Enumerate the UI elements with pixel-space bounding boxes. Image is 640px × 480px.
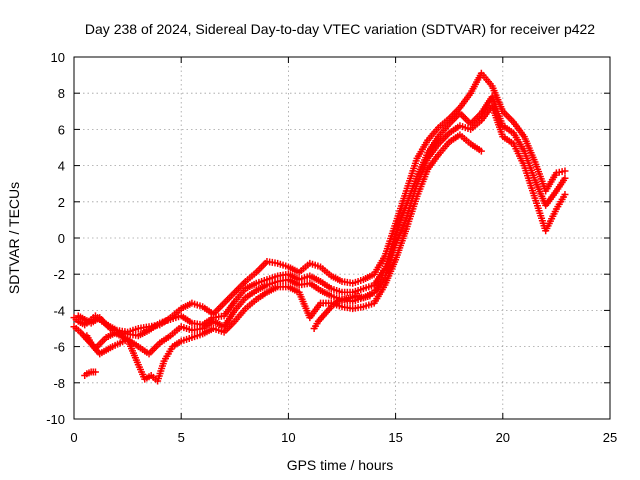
series-track-d	[83, 131, 485, 385]
y-tick-label: -4	[53, 303, 65, 318]
y-tick-label: -6	[53, 340, 65, 355]
grid	[74, 57, 610, 419]
y-tick-label: 2	[58, 195, 65, 210]
x-tick-label: 15	[388, 430, 402, 445]
y-tick-label: 10	[51, 50, 65, 65]
y-tick-label: -8	[53, 376, 65, 391]
y-tick-label: 0	[58, 231, 65, 246]
x-axis-label: GPS time / hours	[287, 457, 394, 473]
data-point	[561, 191, 569, 199]
data-point	[91, 368, 99, 376]
y-tick-label: 8	[58, 86, 65, 101]
chart-title: Day 238 of 2024, Sidereal Day-to-day VTE…	[85, 21, 595, 37]
x-tick-label: 0	[70, 430, 77, 445]
y-tick-label: 4	[58, 159, 65, 174]
data-point	[561, 174, 569, 182]
data-point	[561, 167, 569, 175]
y-axis-label: SDTVAR / TECUs	[6, 182, 22, 294]
x-tick-label: 20	[496, 430, 510, 445]
series-track-b	[70, 93, 569, 352]
data-marks	[70, 69, 569, 385]
data-point	[477, 147, 485, 155]
x-tick-label: 5	[178, 430, 185, 445]
data-point	[366, 292, 374, 300]
series-track-e	[81, 368, 99, 380]
axis-ticks: 0 5 10 15 20 25 -10 -8 -6 -4 -2 0 2 4 6 8 10	[46, 50, 617, 445]
x-tick-label: 10	[281, 430, 295, 445]
series-track-f	[310, 292, 374, 332]
y-tick-label: 6	[58, 122, 65, 137]
y-tick-label: -10	[46, 412, 65, 427]
y-tick-label: -2	[53, 267, 65, 282]
x-tick-label: 25	[603, 430, 617, 445]
